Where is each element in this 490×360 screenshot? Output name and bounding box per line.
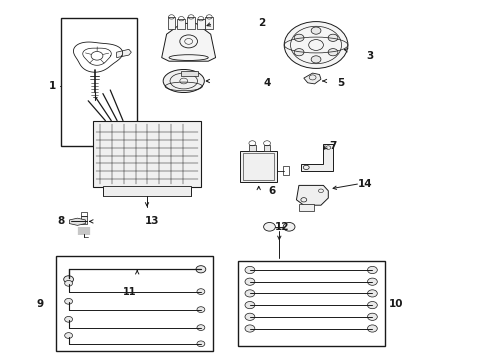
Circle shape (328, 34, 338, 41)
Bar (187, 17, 195, 29)
Bar (299, 204, 314, 211)
Bar (168, 17, 175, 29)
Circle shape (197, 341, 205, 347)
Polygon shape (304, 73, 321, 84)
Circle shape (245, 325, 255, 332)
Circle shape (328, 49, 338, 56)
Bar (249, 145, 256, 151)
Circle shape (65, 280, 73, 286)
Polygon shape (301, 144, 333, 171)
Text: 2: 2 (259, 18, 266, 28)
Ellipse shape (163, 69, 204, 93)
Text: 10: 10 (389, 299, 403, 309)
Circle shape (65, 316, 73, 322)
Polygon shape (117, 49, 131, 58)
Circle shape (368, 290, 377, 297)
Circle shape (245, 302, 255, 309)
Circle shape (65, 298, 73, 304)
Text: 13: 13 (145, 216, 159, 226)
Circle shape (65, 333, 73, 338)
Circle shape (294, 34, 304, 41)
Circle shape (311, 56, 321, 63)
Bar (56, 256, 213, 351)
Bar (93, 121, 201, 187)
Bar (205, 17, 213, 29)
Bar (283, 166, 289, 175)
Circle shape (368, 325, 377, 332)
Circle shape (197, 307, 205, 312)
Text: 4: 4 (263, 78, 271, 88)
Circle shape (368, 266, 377, 274)
Circle shape (64, 276, 74, 283)
Text: 6: 6 (269, 186, 275, 196)
Circle shape (294, 49, 304, 56)
Bar (240, 151, 277, 182)
Bar (177, 19, 185, 29)
Circle shape (245, 278, 255, 285)
Bar (238, 261, 385, 346)
Text: 11: 11 (123, 287, 137, 297)
Text: 5: 5 (337, 78, 344, 88)
Bar (81, 216, 87, 224)
Text: 7: 7 (329, 141, 337, 151)
Text: 12: 12 (274, 222, 289, 232)
Bar (61, 18, 137, 146)
Circle shape (311, 27, 321, 34)
Bar (264, 145, 270, 151)
Circle shape (197, 289, 205, 294)
Circle shape (284, 22, 348, 68)
Bar (197, 19, 205, 29)
Circle shape (368, 278, 377, 285)
Polygon shape (162, 23, 216, 61)
Circle shape (197, 325, 205, 330)
Bar (181, 71, 198, 76)
Bar (103, 186, 191, 196)
Circle shape (245, 290, 255, 297)
Circle shape (368, 313, 377, 320)
Bar (243, 153, 274, 180)
Text: 9: 9 (37, 299, 44, 309)
Bar (81, 212, 87, 216)
Circle shape (368, 302, 377, 309)
Circle shape (245, 313, 255, 320)
Polygon shape (70, 218, 85, 225)
Circle shape (245, 266, 255, 274)
Text: 14: 14 (358, 179, 372, 189)
Circle shape (283, 222, 295, 231)
Circle shape (196, 266, 206, 273)
Circle shape (264, 222, 275, 231)
Text: 1: 1 (49, 81, 56, 91)
Polygon shape (296, 185, 328, 205)
Text: 8: 8 (58, 216, 65, 226)
Text: 3: 3 (367, 51, 373, 61)
